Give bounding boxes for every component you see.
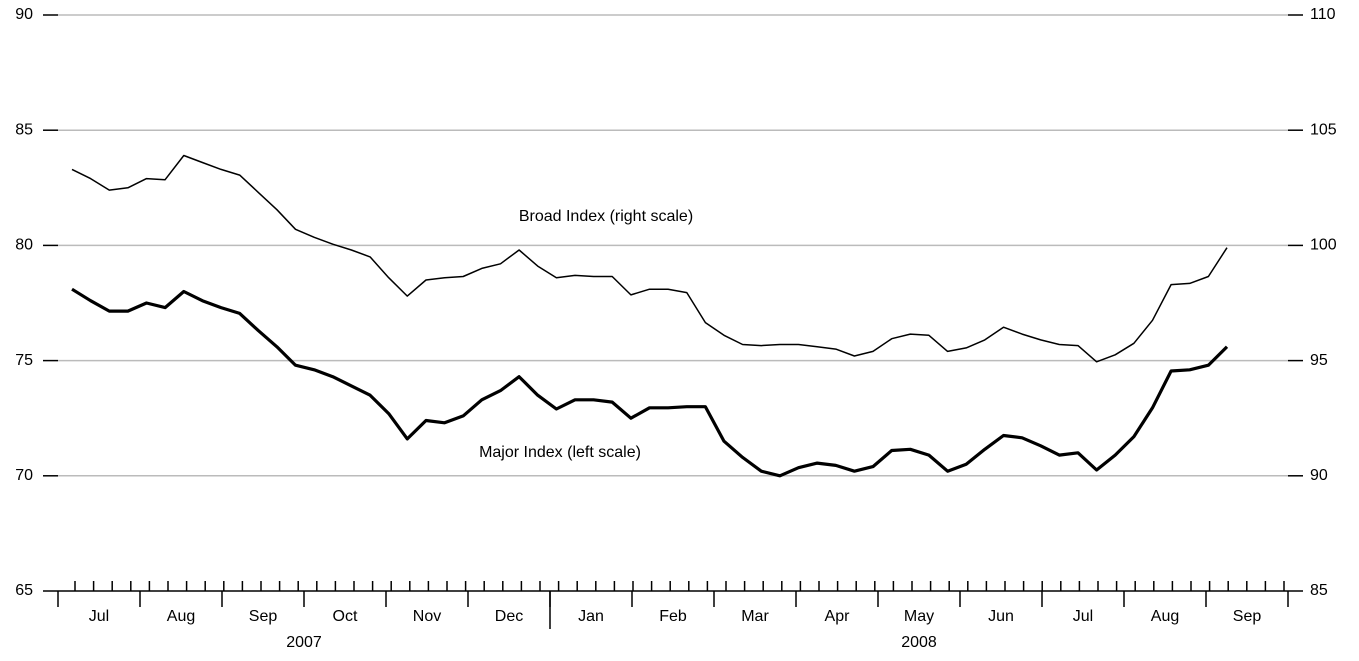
y-tick-label: 65 xyxy=(15,582,33,599)
series-label: Major Index (left scale) xyxy=(479,444,641,461)
x-tick-label: Mar xyxy=(741,608,769,625)
x-tick-label: Sep xyxy=(1233,608,1262,625)
x-tick-label: Jan xyxy=(578,608,604,625)
y-tick-label: 85 xyxy=(15,121,33,138)
x-tick-label: Jul xyxy=(89,608,109,625)
series-label: Broad Index (right scale) xyxy=(519,208,693,225)
y-tick-label: 70 xyxy=(15,467,33,484)
y2-tick-label: 85 xyxy=(1310,582,1328,599)
x-tick-label: Sep xyxy=(249,608,278,625)
x-tick-label: Jul xyxy=(1073,608,1093,625)
y2-tick-label: 110 xyxy=(1310,6,1336,23)
series-line xyxy=(71,154,1228,363)
x-tick-label: Nov xyxy=(413,608,441,625)
x-tick-label: Aug xyxy=(167,608,195,625)
x-tick-label: Aug xyxy=(1151,608,1179,625)
y2-tick-label: 95 xyxy=(1310,352,1328,369)
x-tick-label: Apr xyxy=(825,608,851,625)
y2-tick-label: 105 xyxy=(1310,121,1337,138)
x-tick-label: May xyxy=(904,608,934,625)
x-tick-label: Dec xyxy=(495,608,523,625)
y2-tick-label: 100 xyxy=(1310,237,1337,254)
y-tick-label: 75 xyxy=(15,352,33,369)
x-tick-label: Jun xyxy=(988,608,1014,625)
y2-tick-label: 90 xyxy=(1310,467,1328,484)
y-tick-label: 80 xyxy=(15,237,33,254)
year-label: 2008 xyxy=(901,634,937,651)
y-tick-label: 90 xyxy=(15,6,33,23)
x-tick-label: Oct xyxy=(333,608,358,625)
series-line xyxy=(71,287,1229,478)
year-label: 2007 xyxy=(286,634,322,651)
x-tick-label: Feb xyxy=(659,608,687,625)
